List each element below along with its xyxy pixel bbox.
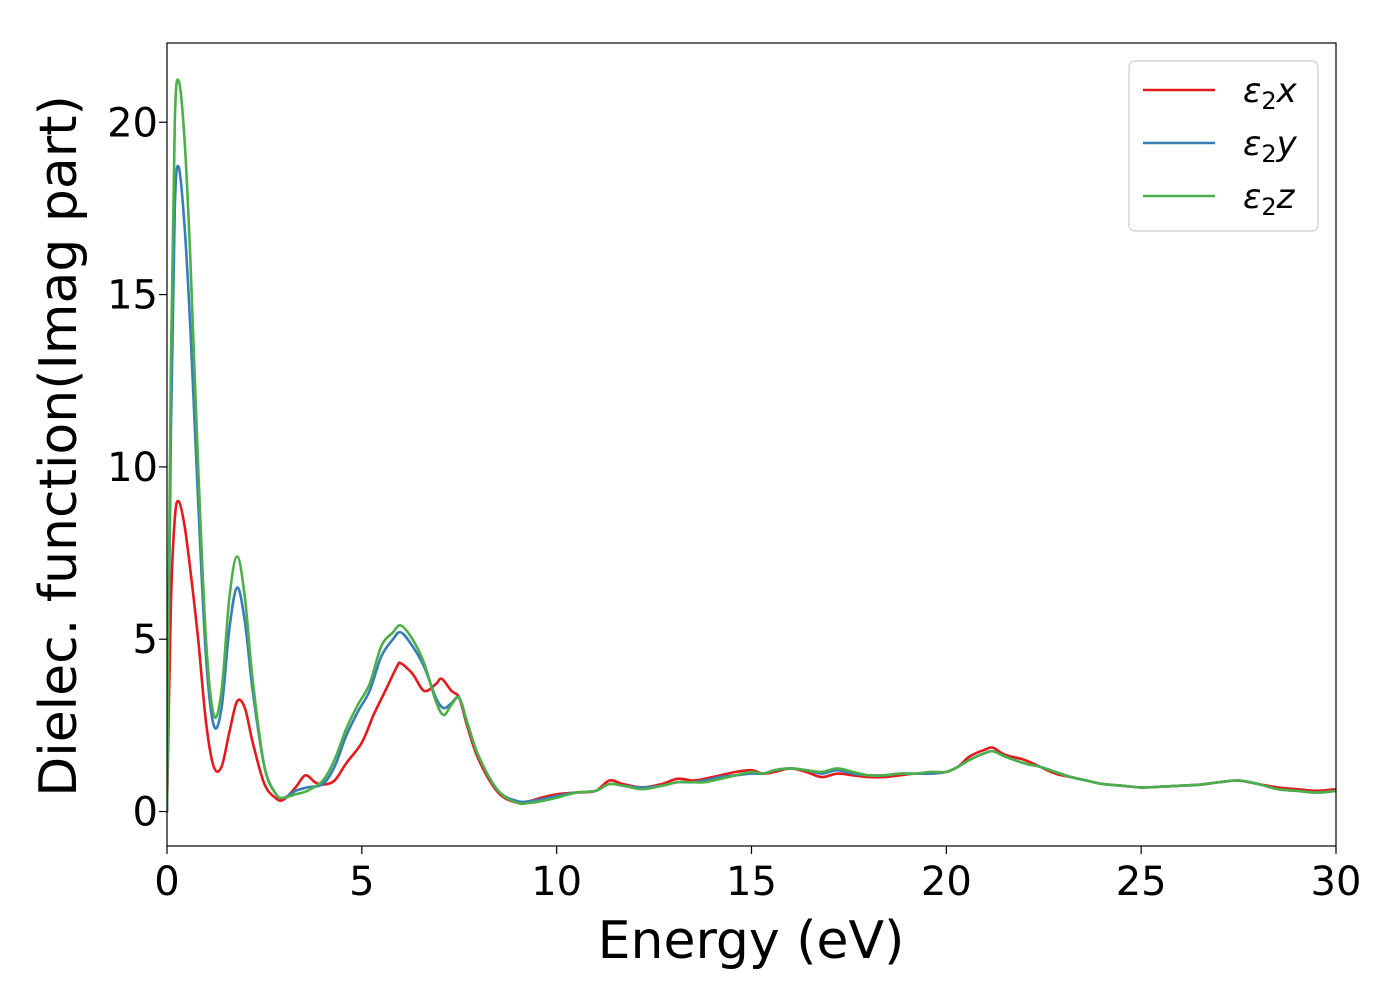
y-tick-label: 5 xyxy=(133,617,158,663)
legend-box xyxy=(1128,60,1319,232)
y-axis-ticks: 0 5 10 15 20 xyxy=(107,100,167,836)
series-line-y xyxy=(167,164,1336,813)
x-tick-label: 15 xyxy=(726,859,777,905)
legend-label-y: ε2y xyxy=(1243,124,1298,168)
y-tick-label: 20 xyxy=(107,100,158,146)
x-tick-label: 10 xyxy=(531,859,582,905)
x-tick-label: 5 xyxy=(349,859,374,905)
x-tick-label: 25 xyxy=(1116,859,1167,905)
y-tick-label: 10 xyxy=(107,445,158,491)
y-tick-label: 0 xyxy=(133,790,158,836)
series-line-z xyxy=(167,78,1336,813)
x-tick-label: 20 xyxy=(921,859,972,905)
legend: ε2x ε2y ε2z xyxy=(1128,60,1319,232)
x-axis-ticks: 0 5 10 15 20 25 30 xyxy=(154,846,1361,905)
legend-label-z: ε2z xyxy=(1243,177,1296,221)
y-axis-label: Dielec. function(Imag part) xyxy=(29,95,89,797)
x-tick-label: 30 xyxy=(1311,859,1362,905)
series-line-x xyxy=(167,499,1336,813)
legend-label-x: ε2x xyxy=(1243,71,1298,115)
y-tick-label: 15 xyxy=(107,273,158,319)
x-tick-label: 0 xyxy=(154,859,179,905)
x-axis-label: Energy (eV) xyxy=(598,911,905,971)
